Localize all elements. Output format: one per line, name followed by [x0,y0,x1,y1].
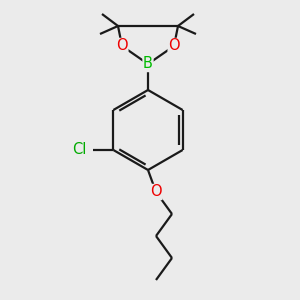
Text: O: O [116,38,128,53]
Text: B: B [143,56,153,71]
Text: O: O [168,38,180,53]
Text: O: O [150,184,162,200]
Text: Cl: Cl [72,142,86,158]
